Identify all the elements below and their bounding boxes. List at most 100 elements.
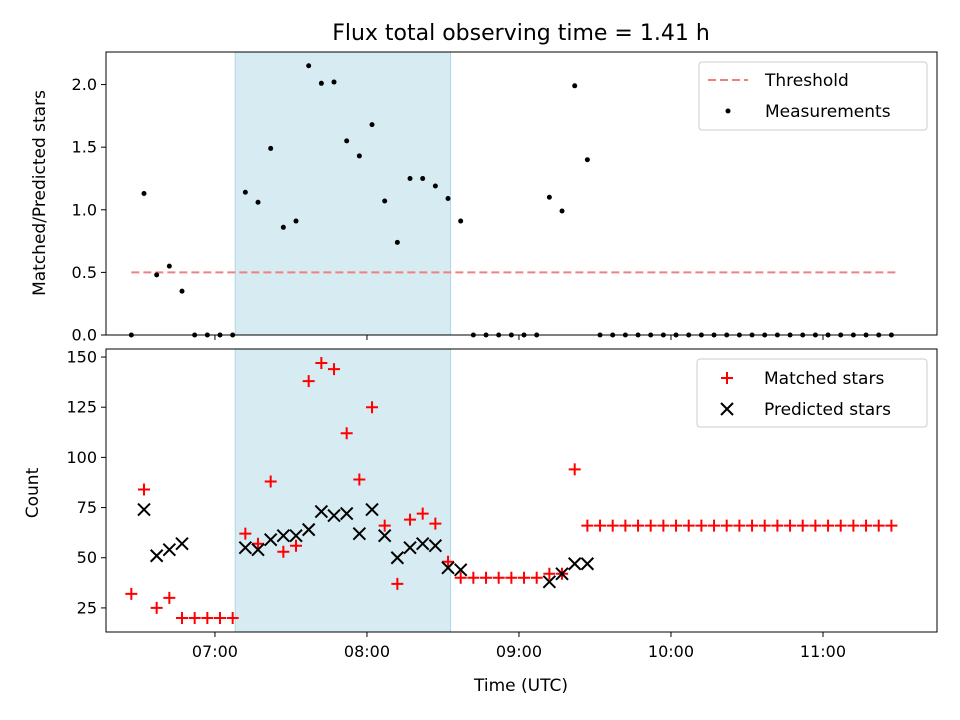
measurements-point [432, 183, 438, 189]
matched-stars-point [530, 571, 543, 584]
bottom-legend: Matched stars Predicted stars [696, 358, 928, 428]
matched-stars-point [834, 519, 847, 532]
bottom-plot-frame [105, 348, 938, 633]
predicted-stars-point [567, 557, 582, 571]
predicted-stars-point [377, 528, 392, 543]
matched-stars-point [226, 611, 239, 624]
top-plot-frame [105, 51, 938, 336]
measurements-point [179, 288, 185, 294]
x-tick-label: 11:00 [800, 642, 846, 661]
matched-stars-point [239, 527, 252, 540]
measurements-point [280, 224, 286, 230]
matched-stars-point [771, 519, 784, 532]
predicted-stars-point [352, 526, 367, 541]
matched-stars-point [252, 537, 265, 550]
matched-stars-point [404, 513, 417, 526]
matched-stars-point [670, 519, 683, 532]
top-y-tick-label: 1.0 [72, 200, 97, 219]
matched-stars-point [353, 473, 366, 486]
matched-stars-point [746, 519, 759, 532]
matched-stars-point [454, 571, 467, 584]
matched-stars-point [758, 519, 771, 532]
top-y-ticks: 0.0 0.5 1.0 1.5 2.0 [72, 75, 106, 345]
x-tick-label: 10:00 [648, 642, 694, 661]
matched-stars-point [872, 519, 885, 532]
matched-stars-point [733, 519, 746, 532]
predicted-stars-point [428, 538, 443, 553]
x-tick-label: 07:00 [192, 642, 238, 661]
predicted-stars-point [453, 563, 468, 577]
top-x-ticks [214, 335, 824, 340]
matched-stars-point [581, 519, 594, 532]
x-tick-label: 08:00 [344, 642, 390, 661]
matched-stars-point [796, 519, 809, 532]
matched-stars-point [492, 571, 505, 584]
matched-stars-point [682, 519, 695, 532]
bottom-points [125, 357, 898, 624]
measurements-point [394, 239, 400, 245]
top-panel: 0.00.51.01.52.0 Matched/Predicted stars … [30, 51, 938, 345]
predicted-stars-point [365, 502, 379, 517]
measurements-point [242, 189, 248, 195]
matched-stars-point [277, 545, 290, 558]
matched-stars-point [784, 519, 797, 532]
measurements-point [572, 83, 578, 89]
predicted-stars-point [390, 551, 405, 565]
matched-stars-point [480, 571, 493, 584]
measurements-point [445, 196, 451, 202]
predicted-stars-point [162, 543, 177, 557]
measurements-point [318, 80, 324, 86]
predicted-legend-icon [720, 402, 734, 416]
predicted-stars-point [263, 532, 278, 547]
predicted-stars-point [301, 522, 316, 537]
measurements-point [154, 272, 160, 278]
measurements-point [420, 175, 426, 181]
matched-stars-point [885, 519, 898, 532]
measurements-point [331, 79, 337, 85]
bottom-y-tick-label: 75 [77, 498, 97, 517]
matched-stars-point [847, 519, 860, 532]
top-y-tick-label: 1.5 [72, 138, 97, 157]
matched-stars-point [644, 519, 657, 532]
matched-stars-point [632, 519, 645, 532]
matched-legend-icon [721, 372, 733, 384]
predicted-legend-label: Predicted stars [764, 400, 891, 420]
predicted-stars-point [327, 508, 341, 523]
matched-stars-point [594, 519, 607, 532]
bottom-y-ticks: 25 50 75 100 125 150 [66, 348, 106, 617]
bottom-y-axis-label: Count [23, 467, 43, 518]
predicted-stars-point [149, 549, 164, 563]
bottom-y-tick-label: 50 [77, 548, 97, 567]
matched-stars-point [290, 539, 303, 552]
bottom-y-tick-label: 100 [66, 448, 97, 467]
measurements-point [344, 138, 350, 144]
matched-stars-point [619, 519, 632, 532]
matched-stars-point [176, 611, 189, 624]
matched-stars-point [125, 587, 138, 600]
top-y-axis-label: Matched/Predicted stars [30, 90, 50, 296]
matched-stars-point [378, 519, 391, 532]
bottom-legend-box [696, 358, 928, 428]
matched-stars-point [315, 357, 328, 370]
matched-stars-point [518, 571, 531, 584]
predicted-stars-point [415, 536, 430, 551]
matched-legend-label: Matched stars [764, 369, 884, 389]
measurements-legend-label: Measurements [765, 102, 891, 122]
matched-stars-point [606, 519, 619, 532]
matched-stars-point [302, 375, 315, 388]
predicted-stars-point [441, 561, 455, 575]
bottom-x-ticks: 07:00 08:00 09:00 10:00 11:00 [192, 632, 846, 661]
chart-title: Flux total observing time = 1.41 h [332, 21, 710, 46]
matched-stars-point [391, 577, 404, 590]
predicted-stars-point [555, 567, 569, 581]
predicted-stars-point [289, 528, 303, 543]
measurements-point [407, 175, 413, 181]
measurements-point [268, 145, 274, 151]
matched-stars-point [720, 519, 733, 532]
predicted-stars-point [580, 557, 595, 571]
top-y-tick-label: 2.0 [72, 75, 97, 94]
bottom-y-tick-label: 25 [77, 598, 97, 617]
matched-stars-point [429, 517, 442, 530]
matched-stars-point [822, 519, 835, 532]
